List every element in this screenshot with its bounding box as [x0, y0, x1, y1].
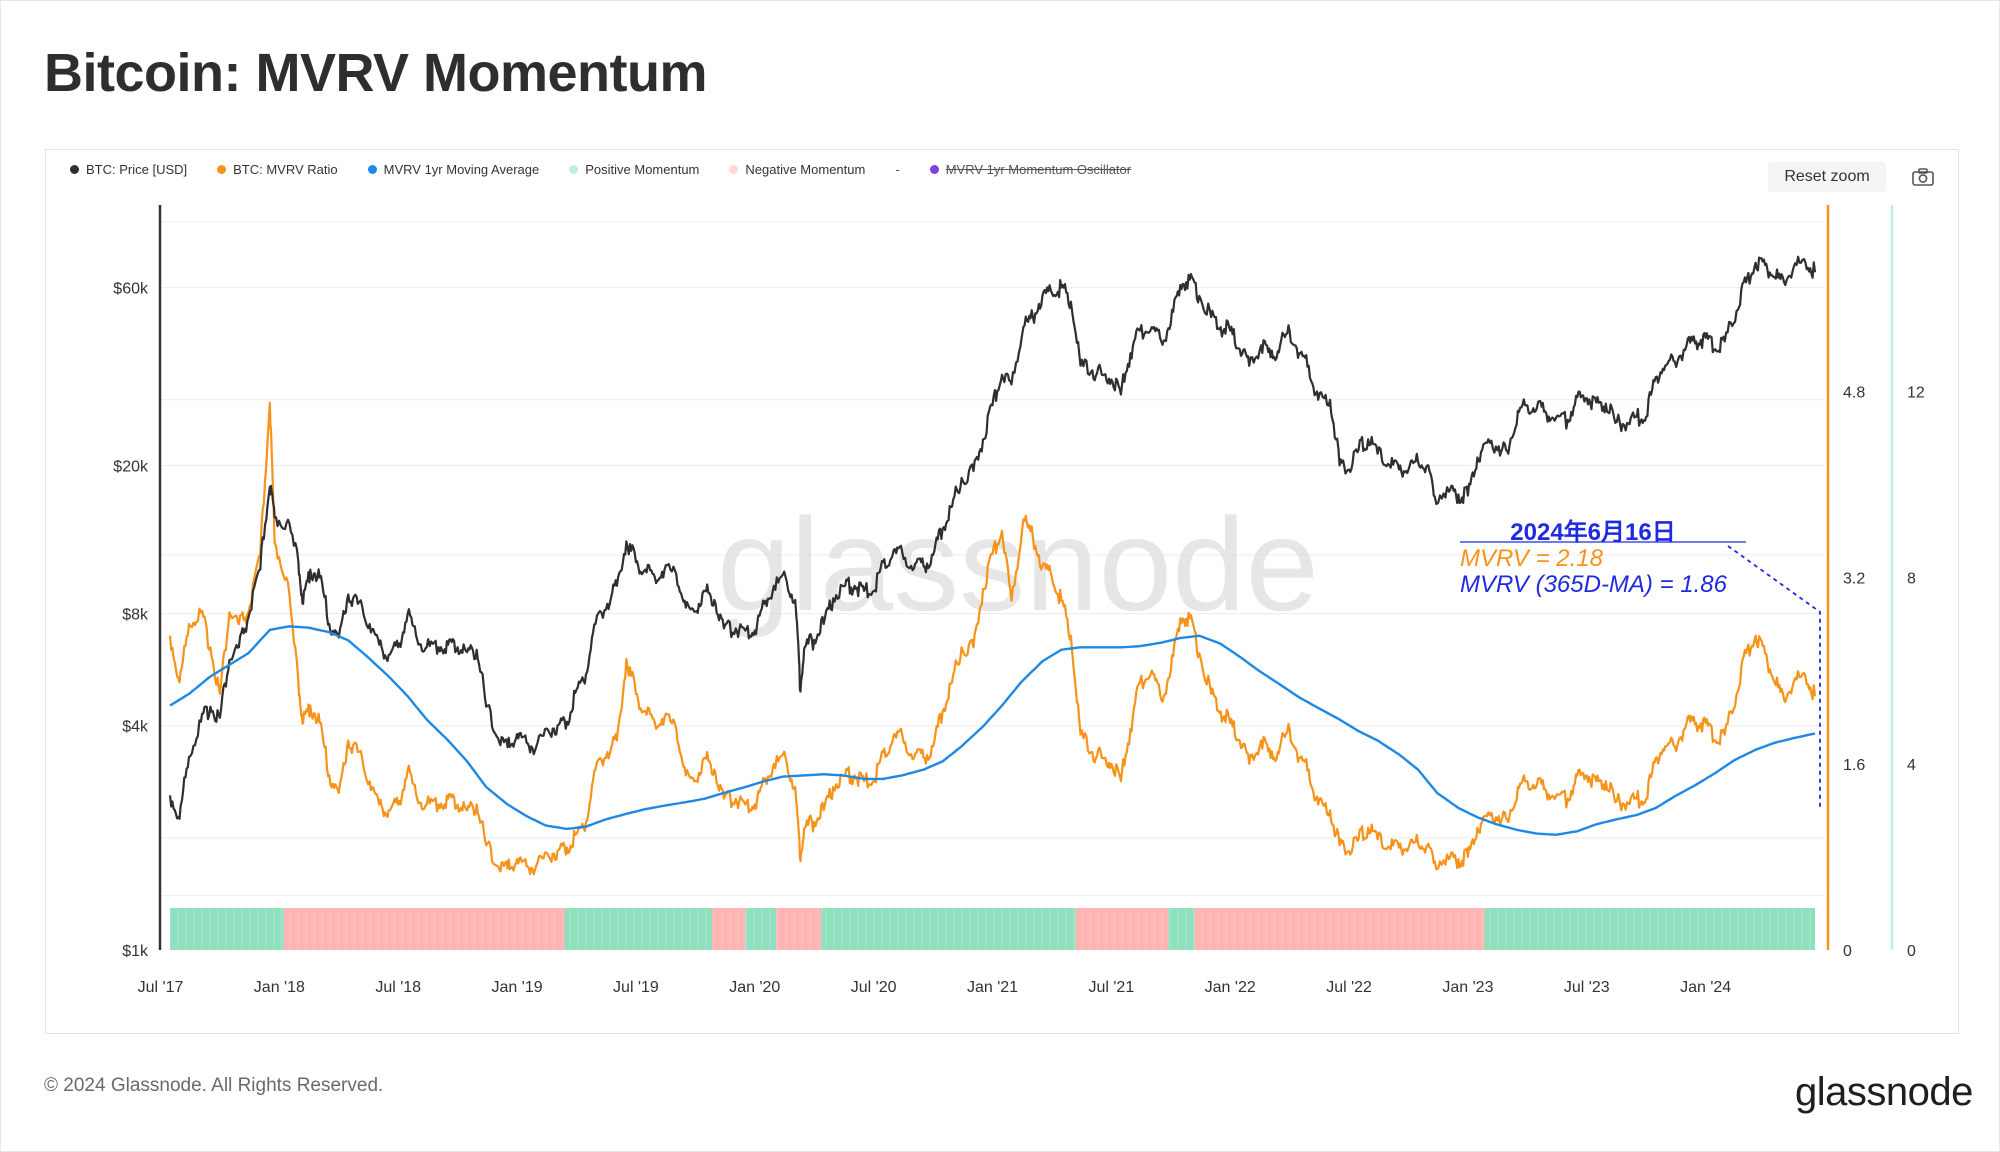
x-tick-label: Jul '18 — [375, 979, 421, 996]
mvrv-tick-label: 0 — [1843, 943, 1852, 960]
oscillator-tick-label: 12 — [1907, 384, 1925, 401]
legend-item-negative[interactable]: Negative Momentum — [729, 162, 865, 177]
legend-item-positive[interactable]: Positive Momentum — [569, 162, 699, 177]
momentum-band-positive — [821, 908, 1076, 950]
reset-zoom-button[interactable]: Reset zoom — [1768, 162, 1886, 192]
momentum-band-negative — [776, 908, 822, 950]
momentum-band-positive — [1484, 908, 1815, 950]
footer-logo: glassnode — [1795, 1070, 1973, 1114]
legend-label-negative: Negative Momentum — [745, 162, 866, 177]
mvrv-tick-label: 1.6 — [1843, 757, 1865, 774]
momentum-band-negative — [1075, 908, 1169, 950]
legend-label-oscillator: MVRV 1yr Momentum Oscillator — [945, 162, 1132, 177]
momentum-band-negative — [1194, 908, 1485, 950]
legend-dot-negative-icon — [729, 165, 739, 174]
legend-item-oscillator[interactable]: MVRV 1yr Momentum Oscillator — [929, 162, 1132, 177]
oscillator-tick-label: 8 — [1907, 571, 1916, 588]
footer-copyright: © 2024 Glassnode. All Rights Reserved. — [44, 1075, 384, 1096]
mvrv-tick-label: 3.2 — [1843, 571, 1865, 588]
momentum-band-positive — [564, 908, 712, 950]
legend-dot-oscillator-icon — [929, 165, 939, 174]
x-tick-label: Jul '23 — [1564, 979, 1610, 996]
x-tick-label: Jan '19 — [492, 979, 543, 996]
momentum-band-positive — [1168, 908, 1195, 950]
momentum-band-positive — [745, 908, 777, 950]
legend-item-ma[interactable]: MVRV 1yr Moving Average — [367, 162, 540, 177]
price-tick-label: $60k — [113, 281, 149, 298]
x-tick-label: Jan '22 — [1205, 979, 1256, 996]
price-tick-label: $4k — [122, 719, 149, 736]
x-tick-label: Jul '19 — [613, 979, 659, 996]
annotation-ma: MVRV (365D-MA) = 1.86 — [1460, 571, 1728, 598]
chart-legend: BTC: Price [USD] BTC: MVRV Ratio MVRV 1y… — [70, 162, 1161, 177]
oscillator-tick-label: 0 — [1907, 943, 1916, 960]
price-tick-label: $20k — [113, 458, 149, 475]
legend-separator: - — [895, 162, 900, 177]
x-tick-label: Jul '20 — [851, 979, 897, 996]
chart-panel — [45, 149, 1959, 1034]
legend-dot-price-icon — [70, 165, 79, 174]
legend-label-price: BTC: Price [USD] — [86, 162, 188, 177]
price-tick-label: $8k — [122, 607, 149, 624]
legend-label-positive: Positive Momentum — [585, 162, 700, 177]
annotation-date: 2024年6月16日 — [1510, 518, 1675, 546]
oscillator-tick-label: 4 — [1907, 757, 1916, 774]
legend-item-mvrv[interactable]: BTC: MVRV Ratio — [217, 162, 338, 177]
legend-dot-ma-icon — [367, 165, 377, 174]
momentum-band-negative — [284, 908, 565, 950]
legend-label-ma: MVRV 1yr Moving Average — [383, 162, 540, 177]
x-tick-label: Jul '21 — [1088, 979, 1134, 996]
page-title: Bitcoin: MVRV Momentum — [44, 43, 708, 103]
price-tick-label: $1k — [122, 943, 149, 960]
camera-icon[interactable] — [1912, 167, 1934, 187]
x-tick-label: Jan '24 — [1680, 979, 1731, 996]
legend-dot-positive-icon — [569, 165, 579, 174]
mvrv-tick-label: 4.8 — [1843, 384, 1865, 401]
legend-dot-mvrv-icon — [217, 165, 227, 174]
x-tick-label: Jul '22 — [1326, 979, 1372, 996]
mvrv-ratio-line — [168, 401, 1817, 876]
btc-price-line — [168, 255, 1817, 820]
x-tick-label: Jan '18 — [254, 979, 305, 996]
x-tick-label: Jan '21 — [967, 979, 1018, 996]
x-tick-label: Jan '23 — [1442, 979, 1493, 996]
legend-label-mvrv: BTC: MVRV Ratio — [233, 162, 338, 177]
annotation-leader-line — [1727, 545, 1821, 810]
x-tick-label: Jul '17 — [138, 979, 184, 996]
x-tick-label: Jan '20 — [729, 979, 780, 996]
legend-item-price[interactable]: BTC: Price [USD] — [70, 162, 187, 177]
momentum-band-negative — [711, 908, 746, 950]
mvrv-1yr-ma-line — [169, 625, 1816, 836]
momentum-band-positive — [170, 908, 285, 950]
annotation-mvrv: MVRV = 2.18 — [1460, 545, 1604, 572]
